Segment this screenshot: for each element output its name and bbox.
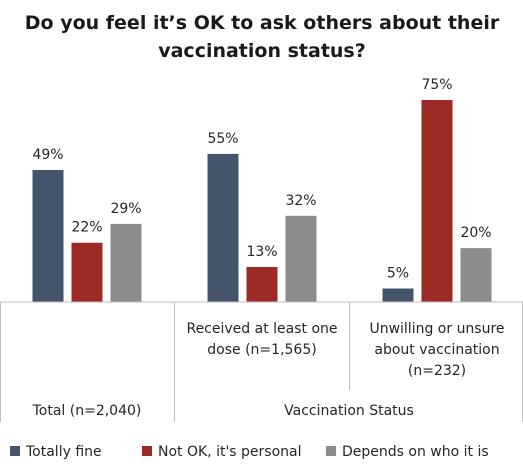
bars: 49% 55% 5% 22% 13% 75% 29% 32% 20% bbox=[32, 77, 492, 302]
bar bbox=[382, 288, 414, 302]
chart-title-line: vaccination status? bbox=[158, 40, 366, 62]
legend-swatch bbox=[142, 446, 152, 456]
data-label: 5% bbox=[387, 266, 409, 282]
bar bbox=[71, 242, 103, 302]
data-label: 49% bbox=[32, 147, 63, 163]
bar bbox=[460, 248, 492, 302]
bar bbox=[285, 215, 317, 302]
legend-label: Totally fine bbox=[25, 444, 102, 460]
legend-label: Depends on who it is bbox=[342, 444, 489, 460]
bar bbox=[110, 223, 142, 302]
data-label: 75% bbox=[421, 77, 452, 93]
data-label: 13% bbox=[246, 244, 277, 260]
category-label: about vaccination bbox=[374, 342, 499, 358]
chart-title: Do you feel it’s OK to ask others about … bbox=[25, 12, 500, 62]
bar bbox=[421, 100, 453, 302]
legend-label: Not OK, it's personal bbox=[158, 444, 302, 460]
category-label: Received at least one bbox=[186, 321, 337, 337]
category-label: Total (n=2,040) bbox=[32, 403, 142, 419]
chart-title-line: Do you feel it’s OK to ask others about … bbox=[25, 12, 500, 34]
data-label: 32% bbox=[285, 193, 316, 209]
data-label: 29% bbox=[110, 201, 141, 217]
category-label: Unwilling or unsure bbox=[369, 321, 504, 337]
legend-swatch bbox=[10, 446, 20, 456]
bar bbox=[32, 170, 64, 302]
category-axis: Total (n=2,040) Received at least one dose… bbox=[0, 301, 523, 422]
group-label: Vaccination Status bbox=[284, 403, 414, 419]
data-label: 22% bbox=[71, 220, 102, 236]
legend-swatch bbox=[326, 446, 336, 456]
data-label: 20% bbox=[460, 225, 491, 241]
data-label: 55% bbox=[207, 131, 238, 147]
category-label: (n=232) bbox=[408, 363, 466, 379]
bar bbox=[207, 153, 239, 302]
category-label: dose (n=1,565) bbox=[207, 342, 316, 358]
legend: Totally fine Not OK, it's personal Depends… bbox=[10, 444, 489, 460]
bar bbox=[246, 266, 278, 302]
